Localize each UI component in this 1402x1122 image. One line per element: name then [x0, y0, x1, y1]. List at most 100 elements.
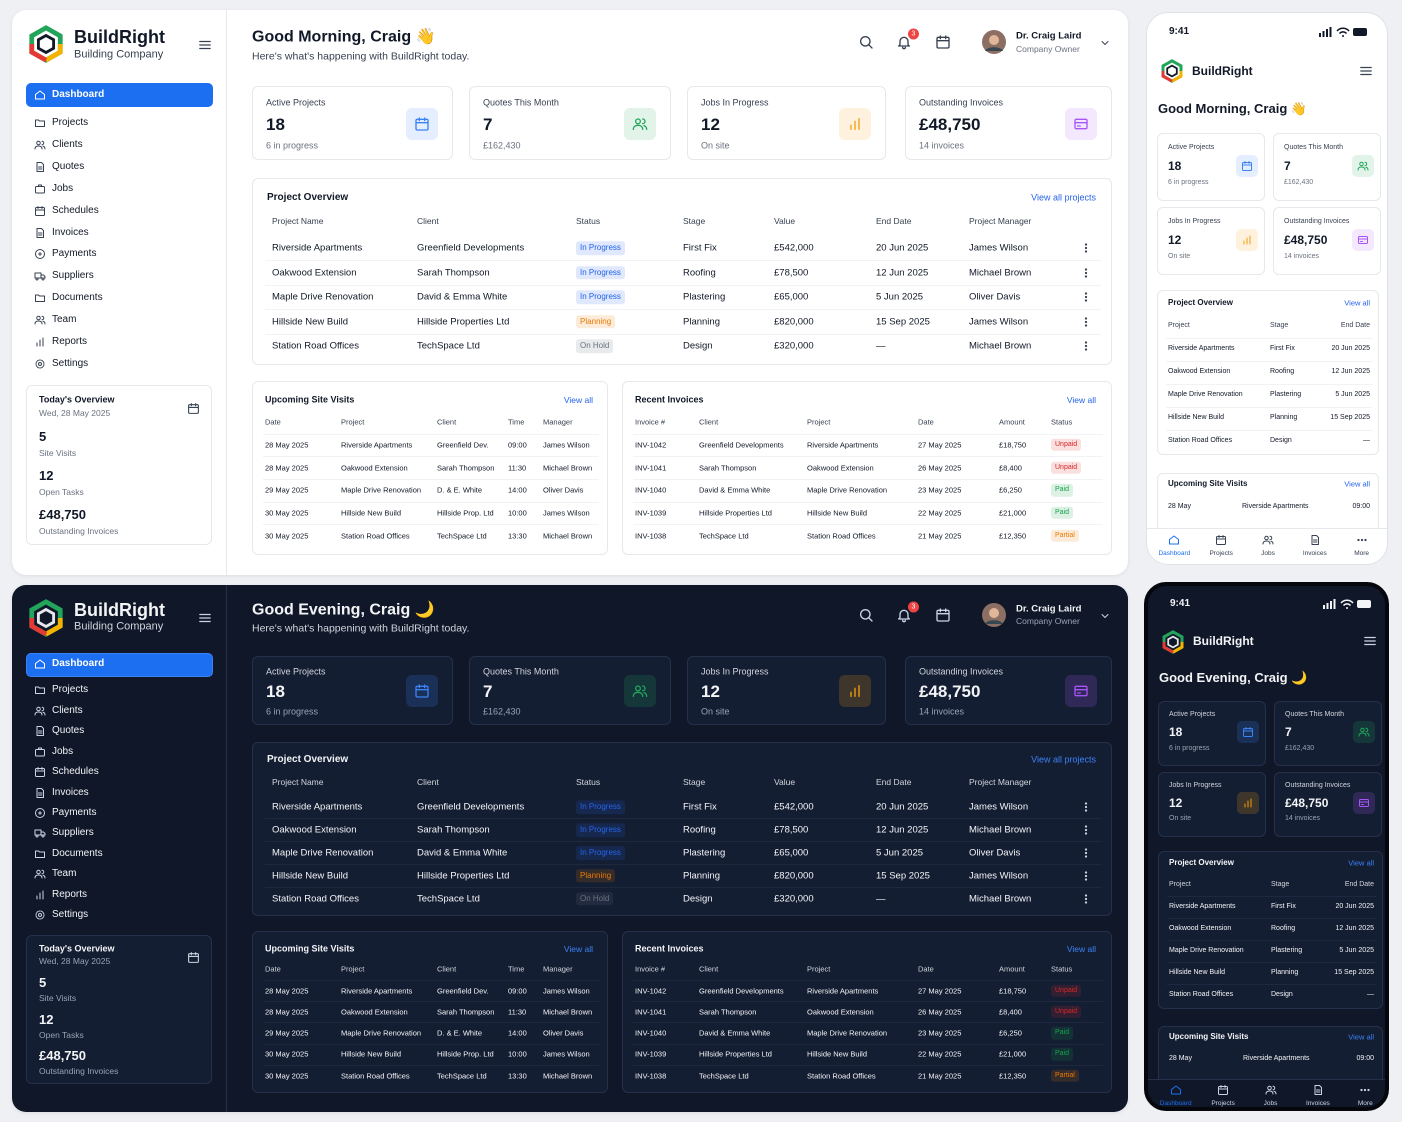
nav-item[interactable]: Documents	[52, 847, 103, 859]
nav-item[interactable]: Team	[52, 868, 77, 880]
tab-icon[interactable]	[1356, 534, 1368, 546]
nav-icon[interactable]	[34, 868, 46, 880]
nav-icon[interactable]	[34, 183, 46, 195]
nav-icon[interactable]	[34, 725, 46, 737]
row-actions[interactable]	[1080, 267, 1092, 279]
search-button[interactable]	[858, 34, 874, 50]
projects-link[interactable]: View all projects	[1031, 755, 1096, 766]
projects-link[interactable]: View all	[1348, 858, 1374, 868]
nav-icon[interactable]	[34, 827, 46, 839]
tab-label[interactable]: Invoices	[1302, 550, 1327, 558]
nav-item[interactable]: Quotes	[52, 160, 85, 172]
nav-icon[interactable]	[34, 705, 46, 717]
nav-icon[interactable]	[34, 270, 46, 282]
row-actions[interactable]	[1080, 824, 1092, 836]
notifications-button[interactable]	[896, 34, 912, 50]
tab-icon[interactable]	[1265, 1084, 1277, 1096]
nav-icon[interactable]	[34, 358, 46, 370]
nav-icon[interactable]	[34, 889, 46, 901]
tab-label[interactable]: Invoices	[1305, 1099, 1330, 1107]
nav-item[interactable]: Dashboard	[52, 89, 105, 100]
nav-item[interactable]: Invoices	[52, 786, 89, 798]
nav-item[interactable]: Suppliers	[52, 270, 94, 282]
row-actions[interactable]	[1080, 893, 1092, 905]
user-menu[interactable]	[1099, 37, 1111, 49]
notifications-button[interactable]	[896, 607, 912, 623]
nav-item[interactable]: Jobs	[52, 745, 74, 757]
nav-icon[interactable]	[34, 766, 46, 778]
nav-item[interactable]: Dashboard	[52, 658, 105, 670]
nav-item[interactable]: Settings	[52, 357, 89, 369]
tab-label[interactable]: Jobs	[1261, 550, 1275, 558]
tab-icon[interactable]	[1217, 1084, 1229, 1096]
row-actions[interactable]	[1080, 291, 1092, 303]
projects-link[interactable]: View all	[1344, 298, 1370, 308]
tab-icon[interactable]	[1215, 534, 1227, 546]
row-actions[interactable]	[1080, 316, 1092, 328]
row-actions[interactable]	[1080, 340, 1092, 352]
nav-item[interactable]: Projects	[52, 684, 89, 696]
nav-item[interactable]: Settings	[52, 909, 89, 921]
nav-item[interactable]: Clients	[52, 704, 83, 716]
nav-item[interactable]: Suppliers	[52, 827, 94, 839]
nav-item[interactable]: Documents	[52, 292, 103, 304]
tab-label[interactable]: Jobs	[1263, 1099, 1278, 1107]
tab-label[interactable]: More	[1357, 1099, 1373, 1107]
tab-label[interactable]: Dashboard	[1158, 550, 1191, 558]
nav-icon[interactable]	[34, 227, 46, 239]
nav-item[interactable]: Reports	[52, 888, 88, 900]
nav-item[interactable]: Schedules	[52, 766, 99, 778]
nav-item[interactable]: Jobs	[52, 182, 74, 194]
nav-icon[interactable]	[34, 684, 46, 696]
user-menu[interactable]	[1099, 610, 1111, 622]
nav-item[interactable]: Projects	[52, 117, 89, 128]
visits-link[interactable]: View all	[1344, 479, 1370, 489]
nav-icon[interactable]	[34, 161, 46, 173]
nav-icon[interactable]	[34, 248, 46, 260]
row-actions[interactable]	[1080, 847, 1092, 859]
nav-icon[interactable]	[34, 746, 46, 758]
nav-icon[interactable]	[34, 89, 46, 101]
row-actions[interactable]	[1080, 242, 1092, 254]
tab-label[interactable]: More	[1354, 550, 1369, 558]
menu-button[interactable]	[1363, 634, 1377, 648]
nav-icon[interactable]	[34, 807, 46, 819]
row-actions[interactable]	[1080, 870, 1092, 882]
nav-item[interactable]: Invoices	[52, 226, 89, 238]
nav-active[interactable]	[26, 83, 213, 107]
nav-item[interactable]: Team	[52, 314, 77, 326]
tab-label[interactable]: Projects	[1211, 1099, 1235, 1107]
visits-link[interactable]: View all	[563, 394, 593, 405]
menu-button[interactable]	[198, 38, 212, 52]
nav-icon[interactable]	[34, 117, 46, 129]
nav-icon[interactable]	[34, 909, 46, 921]
visits-link[interactable]: View all	[1348, 1032, 1374, 1042]
nav-icon[interactable]	[34, 292, 46, 304]
tab-label[interactable]: Projects	[1209, 550, 1233, 558]
nav-icon[interactable]	[34, 314, 46, 326]
nav-active[interactable]	[26, 653, 213, 678]
nav-icon[interactable]	[34, 205, 46, 217]
tab-label[interactable]: Dashboard	[1159, 1099, 1192, 1107]
nav-icon[interactable]	[34, 658, 46, 670]
calendar-button[interactable]	[935, 34, 951, 50]
tab-icon[interactable]	[1309, 534, 1321, 546]
nav-icon[interactable]	[34, 787, 46, 799]
row-actions[interactable]	[1080, 801, 1092, 813]
nav-icon[interactable]	[34, 848, 46, 860]
nav-item[interactable]: Clients	[52, 138, 83, 150]
nav-item[interactable]: Payments	[52, 248, 97, 260]
tab-icon[interactable]	[1262, 534, 1274, 546]
menu-button[interactable]	[198, 611, 212, 625]
invoices-link[interactable]: View all	[1066, 943, 1096, 954]
nav-item[interactable]: Payments	[52, 806, 97, 818]
search-button[interactable]	[858, 607, 874, 623]
tab-icon[interactable]	[1312, 1084, 1324, 1096]
calendar-button[interactable]	[935, 607, 951, 623]
projects-link[interactable]: View all projects	[1031, 192, 1096, 203]
visits-link[interactable]: View all	[563, 943, 593, 954]
tab-icon[interactable]	[1168, 534, 1180, 546]
invoices-link[interactable]: View all	[1066, 394, 1096, 405]
tab-icon[interactable]	[1170, 1084, 1182, 1096]
nav-item[interactable]: Reports	[52, 336, 88, 347]
